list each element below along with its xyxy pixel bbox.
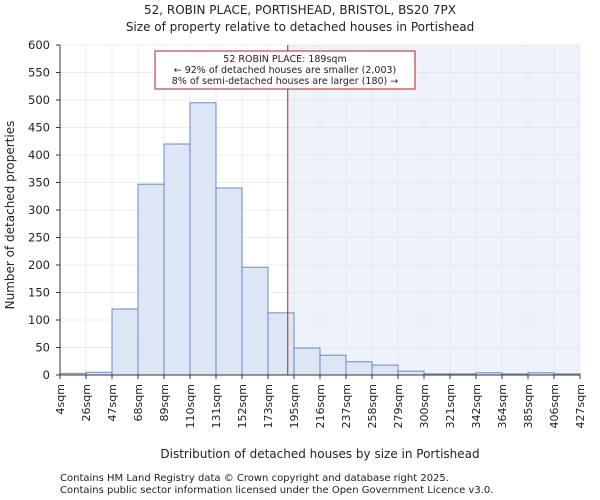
y-axis-label: Number of detached properties	[3, 121, 17, 310]
bar	[215, 187, 243, 376]
x-tick-label: 110sqm	[184, 384, 197, 428]
x-tick-label: 216sqm	[314, 384, 327, 428]
y-tick-label: 600	[28, 38, 50, 52]
x-tick-label: 237sqm	[340, 384, 353, 428]
y-tick-label: 300	[28, 203, 50, 217]
bars	[59, 102, 581, 376]
y-tick-label: 200	[28, 258, 50, 272]
x-tick-label: 321sqm	[444, 384, 457, 428]
y-tick-label: 50	[35, 341, 50, 355]
x-tick-label: 173sqm	[262, 384, 275, 428]
annotation-line-2: ← 92% of detached houses are smaller (2,…	[174, 65, 397, 76]
x-tick-label: 258sqm	[366, 384, 379, 428]
chart-subtitle: Size of property relative to detached ho…	[126, 20, 474, 34]
bar	[111, 308, 139, 376]
x-axis-label: Distribution of detached houses by size …	[160, 447, 479, 461]
bar	[241, 266, 269, 376]
bar	[189, 102, 217, 376]
y-ticks: 0 50 100 150 200 250 300 350 400 450 500 550 600	[28, 38, 60, 382]
y-tick-label: 150	[28, 286, 50, 300]
x-tick-label: 89sqm	[158, 384, 171, 421]
y-tick-label: 500	[28, 93, 50, 107]
bar	[319, 354, 347, 376]
y-tick-label: 100	[28, 313, 50, 327]
bar	[345, 361, 373, 376]
y-tick-label: 450	[28, 121, 50, 135]
x-tick-label: 364sqm	[496, 384, 509, 428]
x-tick-label: 195sqm	[288, 384, 301, 428]
y-tick-label: 550	[28, 66, 50, 80]
y-tick-label: 400	[28, 148, 50, 162]
footer-line-2: Contains public sector information licen…	[60, 485, 493, 496]
bar	[397, 370, 425, 376]
x-tick-label: 26sqm	[80, 384, 93, 421]
x-tick-label: 152sqm	[236, 384, 249, 428]
bar	[371, 364, 399, 376]
x-tick-label: 131sqm	[210, 384, 223, 428]
annotation-box: 52 ROBIN PLACE: 189sqm ← 92% of detached…	[154, 50, 416, 90]
annotation-border	[154, 50, 416, 90]
x-tick-label: 427sqm	[574, 384, 587, 428]
bar	[163, 143, 191, 376]
x-tick-label: 342sqm	[470, 384, 483, 428]
y-tick-label: 250	[28, 231, 50, 245]
x-tick-label: 406sqm	[548, 384, 561, 428]
y-tick-label: 0	[43, 368, 50, 382]
x-tick-label: 385sqm	[522, 384, 535, 428]
x-tick-label: 68sqm	[132, 384, 145, 421]
x-tick-label: 4sqm	[54, 384, 67, 414]
x-tick-label: 300sqm	[418, 384, 431, 428]
x-ticks: 4sqm 26sqm 47sqm 68sqm 89sqm 110sqm 131sqm 152s…	[54, 375, 587, 428]
footer-line-1: Contains HM Land Registry data © Crown c…	[60, 473, 449, 484]
annotation-line-3: 8% of semi-detached houses are larger (1…	[172, 76, 399, 87]
annotation-line-1: 52 ROBIN PLACE: 189sqm	[223, 54, 346, 65]
bar	[137, 183, 165, 376]
y-tick-label: 350	[28, 176, 50, 190]
chart-title: 52, ROBIN PLACE, PORTISHEAD, BRISTOL, BS…	[144, 3, 456, 17]
x-tick-label: 47sqm	[106, 384, 119, 421]
bar	[293, 347, 321, 376]
bar	[267, 312, 295, 376]
x-tick-label: 279sqm	[392, 384, 405, 428]
